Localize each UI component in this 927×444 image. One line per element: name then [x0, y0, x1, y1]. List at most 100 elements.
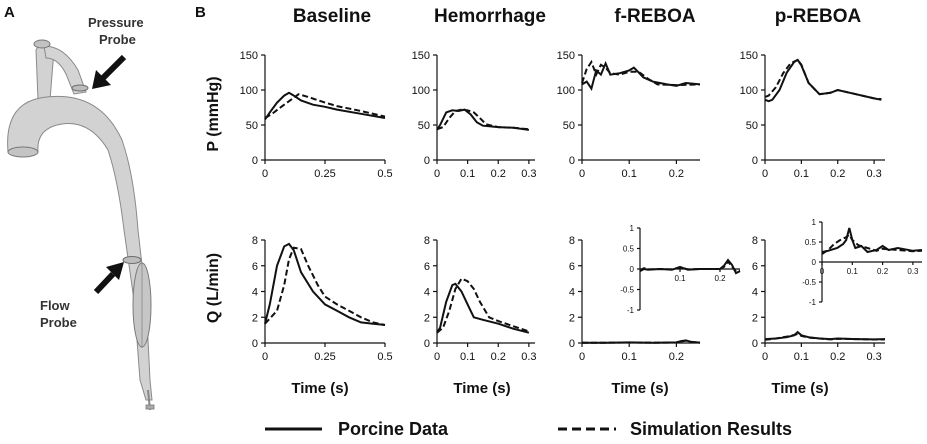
q-hemorrhage-y-tick-label: 4 [424, 287, 430, 299]
p-baseline-simulation-line [264, 93, 386, 119]
chart-baseline-flow: 0 2 4 6 8 0 0.25 0.5 [252, 235, 393, 363]
q-freboa-inset-y-tick-label: 0.5 [623, 245, 635, 254]
chart-freboa-pressure: 0 50 100 150 0 0.1 0.2 [557, 50, 701, 180]
q-preboa-inset-x-tick-label: 0.3 [907, 267, 919, 276]
q-preboa-inset-y-tick-label: 1 [812, 218, 817, 227]
column-title-baseline: Baseline [293, 6, 371, 27]
q-hemorrhage-x-tick-label: 0.1 [460, 351, 475, 363]
column-title-freboa: f-REBOA [614, 6, 696, 27]
legend-solid-label: Porcine Data [338, 419, 449, 439]
q-freboa-inset-y-tick-label: 1 [630, 224, 635, 233]
chart-preboa-pressure: 0 50 100 150 0 0.1 0.2 0.3 [740, 50, 885, 180]
p-preboa-y-tick-label: 100 [740, 85, 758, 97]
q-freboa-inset-y-tick-label: -0.5 [620, 286, 634, 295]
q-freboa-y-tick-label: 6 [569, 261, 575, 273]
q-baseline-x-tick-label: 0.5 [377, 351, 392, 363]
p-hemorrhage-simulation-line [436, 108, 529, 131]
q-baseline-y-tick-label: 2 [252, 312, 258, 324]
q-hemorrhage-x-tick-label: 0 [434, 351, 440, 363]
q-hemorrhage-y-tick-label: 6 [424, 261, 430, 273]
p-hemorrhage-x-tick-label: 0.2 [491, 168, 506, 180]
q-hemorrhage-porcine-line [436, 282, 530, 334]
q-baseline-y-tick-label: 8 [252, 235, 258, 247]
p-freboa-x-tick-label: 0.1 [622, 168, 637, 180]
chart-hemorrhage-flow: 0 2 4 6 8 0 0.1 0.2 0.3 [424, 235, 537, 363]
q-freboa-y-tick-label: 2 [569, 312, 575, 324]
p-preboa-x-tick-label: 0 [762, 168, 768, 180]
q-freboa-x-tick-label: 0 [579, 351, 585, 363]
q-freboa-x-tick-label: 0.2 [669, 351, 684, 363]
legend: Porcine Data Simulation Results [265, 419, 792, 439]
q-preboa-inset-x-tick-label: 0 [820, 267, 825, 276]
q-preboa-inset-y-tick-label: 0 [812, 258, 817, 267]
p-hemorrhage-y-tick-label: 100 [412, 85, 430, 97]
p-hemorrhage-y-tick-label: 0 [424, 155, 430, 167]
panel-label-b: B [195, 4, 206, 21]
x-axis-label-preboa: Time (s) [771, 380, 828, 397]
q-freboa-simulation-line [582, 339, 701, 344]
p-preboa-simulation-line [764, 58, 882, 101]
chart-baseline-pressure: 0 50 100 150 0 0.25 0.5 [240, 50, 393, 180]
q-preboa-x-tick-label: 0.2 [830, 351, 845, 363]
p-freboa-simulation-line [581, 59, 701, 87]
q-hemorrhage-y-tick-label: 0 [424, 338, 430, 350]
flow-probe-label-line1: Flow [40, 298, 70, 313]
pressure-probe-arrow [92, 54, 127, 89]
q-preboa-y-tick-label: 4 [752, 287, 758, 299]
x-axis-label-freboa: Time (s) [611, 380, 668, 397]
p-preboa-porcine-line [764, 58, 882, 103]
chart-freboa-flow: 0 2 4 6 8 0 0.1 0.2 -1 -0.5 0 0.5 1 0.1 0.2 [569, 224, 741, 363]
q-hemorrhage-y-tick-label: 8 [424, 235, 430, 247]
p-preboa-x-tick-label: 0.3 [866, 168, 881, 180]
q-preboa-x-tick-label: 0.1 [794, 351, 809, 363]
q-freboa-y-tick-label: 8 [569, 235, 575, 247]
q-preboa-inset-porcine-line [821, 227, 923, 254]
q-preboa-inset-x-tick-label: 0.2 [877, 267, 889, 276]
q-freboa-x-tick-label: 0.1 [622, 351, 637, 363]
p-preboa-x-tick-label: 0.2 [830, 168, 845, 180]
panel-label-a: A [4, 4, 15, 21]
q-freboa-inset-simulation-line [639, 259, 741, 273]
p-freboa-y-tick-label: 0 [569, 155, 575, 167]
q-hemorrhage-y-tick-label: 2 [424, 312, 430, 324]
q-freboa-y-tick-label: 0 [569, 338, 575, 350]
p-baseline-x-tick-label: 0 [262, 168, 268, 180]
q-baseline-y-tick-label: 4 [252, 287, 258, 299]
q-freboa-inset-y-tick-label: 0 [630, 265, 635, 274]
q-preboa-inset-simulation-line [821, 233, 923, 255]
q-baseline-porcine-line [264, 242, 386, 326]
row-label-flow: Q (L/min) [205, 253, 222, 323]
p-baseline-x-tick-label: 0.5 [377, 168, 392, 180]
flow-probe-label-line2: Probe [40, 315, 77, 330]
p-freboa-y-tick-label: 100 [557, 85, 575, 97]
q-preboa-x-tick-label: 0.3 [866, 351, 881, 363]
q-hemorrhage-x-tick-label: 0.2 [491, 351, 506, 363]
p-preboa-y-tick-label: 150 [740, 50, 758, 62]
q-freboa-inset-x-tick-label: 0.2 [714, 274, 726, 283]
q-preboa-inset-y-tick-label: 0.5 [805, 238, 817, 247]
p-preboa-y-tick-label: 0 [752, 155, 758, 167]
p-preboa-x-tick-label: 0.1 [794, 168, 809, 180]
q-baseline-y-tick-label: 6 [252, 261, 258, 273]
q-preboa-y-tick-label: 6 [752, 261, 758, 273]
q-freboa-inset-x-tick-label: 0.1 [674, 274, 686, 283]
q-baseline-simulation-line [264, 246, 386, 326]
p-hemorrhage-y-tick-label: 150 [412, 50, 430, 62]
q-preboa-x-tick-label: 0 [762, 351, 768, 363]
p-hemorrhage-y-tick-label: 50 [418, 120, 430, 132]
q-preboa-inset-y-tick-label: -0.5 [802, 278, 816, 287]
q-hemorrhage-x-tick-label: 0.3 [521, 351, 536, 363]
p-hemorrhage-x-tick-label: 0 [434, 168, 440, 180]
q-hemorrhage-simulation-line [436, 277, 530, 334]
q-baseline-x-tick-label: 0.25 [314, 351, 335, 363]
pressure-probe-label-line1: Pressure [88, 15, 144, 30]
q-preboa-y-tick-label: 0 [752, 338, 758, 350]
q-freboa-y-tick-label: 4 [569, 287, 575, 299]
legend-dashed-label: Simulation Results [630, 419, 792, 439]
p-hemorrhage-x-tick-label: 0.3 [521, 168, 536, 180]
x-axis-label-hemorrhage: Time (s) [453, 380, 510, 397]
q-preboa-inset-y-tick-label: -1 [809, 298, 817, 307]
q-preboa-simulation-line [764, 332, 886, 341]
row-label-pressure: P (mmHg) [205, 76, 222, 151]
